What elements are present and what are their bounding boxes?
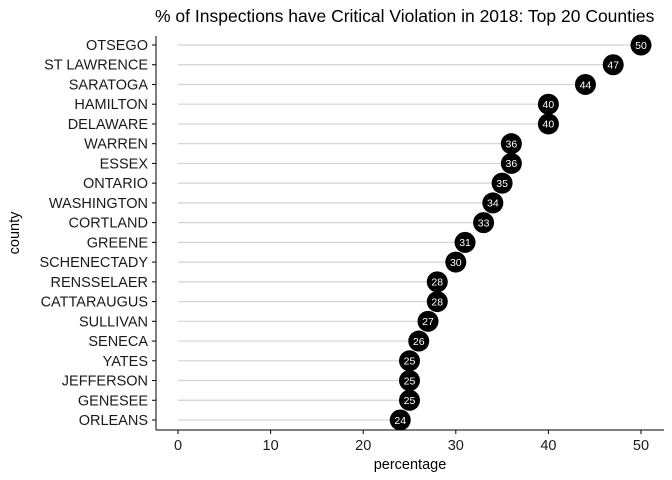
y-tick-label-st-lawrence: ST LAWRENCE [44, 58, 148, 74]
data-label-saratoga: 44 [580, 79, 592, 91]
y-tick-label-yates: YATES [103, 354, 148, 370]
data-point-washington [482, 192, 504, 214]
y-tick-label-cortland: CORTLAND [69, 216, 149, 232]
y-tick-label-rensselaer: RENSSELAER [50, 275, 148, 291]
y-tick-label-delaware: DELAWARE [68, 117, 149, 133]
x-tick-label-10: 10 [263, 438, 279, 454]
x-tick-label-20: 20 [355, 438, 371, 454]
x-ticks: 0 10 20 30 40 50 [174, 430, 649, 454]
data-label-jefferson: 25 [404, 375, 416, 387]
data-point-schenectady [445, 251, 467, 273]
y-tick-label-otsego: OTSEGO [86, 38, 148, 54]
y-axis-title: county [7, 211, 23, 254]
data-label-orleans: 24 [394, 415, 406, 427]
chart-title: % of Inspections have Critical Violation… [155, 6, 655, 26]
data-point-hamilton [537, 93, 559, 115]
y-tick-label-saratoga: SARATOGA [69, 77, 149, 93]
gridlines [178, 44, 641, 421]
data-label-hamilton: 40 [543, 99, 555, 111]
x-tick-label-40: 40 [540, 438, 556, 454]
data-label-yates: 25 [404, 356, 416, 368]
data-label-sullivan: 27 [422, 316, 434, 328]
y-tick-label-jefferson: JEFFERSON [62, 374, 148, 390]
y-tick-label-washington: WASHINGTON [49, 196, 148, 212]
data-label-otsego: 50 [635, 40, 647, 52]
data-label-seneca: 26 [413, 336, 425, 348]
data-points: 50 47 44 40 40 36 36 35 34 33 31 30 28 28 27 26 25 25 25 24 [389, 34, 652, 431]
data-point-otsego [630, 34, 652, 56]
data-label-schenectady: 30 [450, 257, 462, 269]
y-tick-label-genesee: GENESEE [78, 393, 148, 409]
data-label-genesee: 25 [404, 395, 416, 407]
data-point-genesee [399, 389, 420, 411]
x-tick-label-30: 30 [448, 438, 464, 454]
y-tick-label-ontario: ONTARIO [83, 176, 148, 192]
data-point-ontario [491, 172, 513, 194]
data-point-sullivan [417, 310, 439, 332]
data-point-seneca [408, 330, 430, 352]
data-label-ontario: 35 [496, 178, 508, 190]
y-tick-label-greene: GREENE [87, 235, 149, 251]
data-point-warren [500, 133, 522, 155]
data-point-st-lawrence [602, 54, 624, 76]
y-tick-label-warren: WARREN [84, 137, 148, 153]
y-tick-label-hamilton: HAMILTON [74, 97, 148, 113]
data-point-essex [500, 152, 522, 174]
data-point-greene [454, 231, 476, 253]
y-tick-label-schenectady: SCHENECTADY [40, 255, 149, 271]
y-ticks: OTSEGO ST LAWRENCE SARATOGA HAMILTON DELAWAR… [40, 38, 156, 429]
y-tick-label-essex: ESSEX [100, 156, 149, 172]
y-tick-label-seneca: SENECA [88, 334, 148, 350]
data-label-delaware: 40 [543, 119, 555, 131]
x-tick-label-0: 0 [174, 438, 182, 454]
data-point-rensselaer [426, 271, 448, 293]
data-point-delaware [537, 113, 559, 135]
y-tick-label-orleans: ORLEANS [79, 413, 148, 429]
data-label-essex: 36 [506, 158, 518, 170]
data-label-cattaraugus: 28 [431, 296, 443, 308]
y-tick-label-cattaraugus: CATTARAUGUS [41, 295, 148, 311]
data-point-cortland [473, 212, 495, 234]
data-point-orleans [389, 409, 411, 431]
y-tick-label-sullivan: SULLIVAN [79, 314, 148, 330]
data-point-cattaraugus [426, 291, 448, 313]
data-label-cortland: 33 [478, 217, 490, 229]
x-axis-title: percentage [374, 457, 447, 473]
data-point-yates [399, 350, 420, 372]
data-label-greene: 31 [459, 237, 471, 249]
data-point-saratoga [574, 73, 596, 95]
data-label-st-lawrence: 47 [607, 60, 619, 72]
x-tick-label-50: 50 [633, 438, 649, 454]
data-label-rensselaer: 28 [431, 277, 443, 289]
data-label-warren: 36 [506, 138, 518, 150]
data-label-washington: 34 [487, 198, 499, 210]
data-point-jefferson [399, 370, 420, 392]
